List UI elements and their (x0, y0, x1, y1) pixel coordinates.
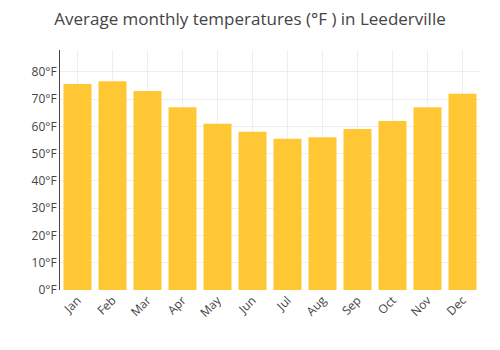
svg-text:Apr: Apr (164, 292, 190, 318)
svg-text:Jun: Jun (234, 292, 259, 317)
svg-text:Aug: Aug (302, 292, 330, 320)
svg-text:50°F: 50°F (32, 145, 57, 162)
svg-text:Sep: Sep (338, 292, 365, 319)
svg-text:40°F: 40°F (32, 172, 57, 189)
svg-text:60°F: 60°F (32, 118, 57, 135)
svg-text:10°F: 10°F (32, 254, 57, 271)
svg-text:Mar: Mar (127, 292, 155, 320)
svg-text:20°F: 20°F (32, 227, 57, 244)
svg-text:80°F: 80°F (32, 63, 57, 80)
svg-text:Dec: Dec (443, 292, 470, 319)
svg-text:Average monthly temperatures (: Average monthly temperatures (°F ) in Le… (54, 7, 445, 30)
svg-text:May: May (196, 291, 225, 320)
svg-text:70°F: 70°F (32, 90, 57, 107)
svg-text:Feb: Feb (93, 292, 119, 318)
svg-text:Oct: Oct (374, 292, 400, 318)
svg-text:Nov: Nov (407, 292, 435, 320)
svg-text:Jan: Jan (60, 292, 85, 317)
svg-text:30°F: 30°F (32, 199, 57, 216)
svg-text:0°F: 0°F (38, 281, 56, 298)
svg-text:Jul: Jul (272, 292, 294, 314)
